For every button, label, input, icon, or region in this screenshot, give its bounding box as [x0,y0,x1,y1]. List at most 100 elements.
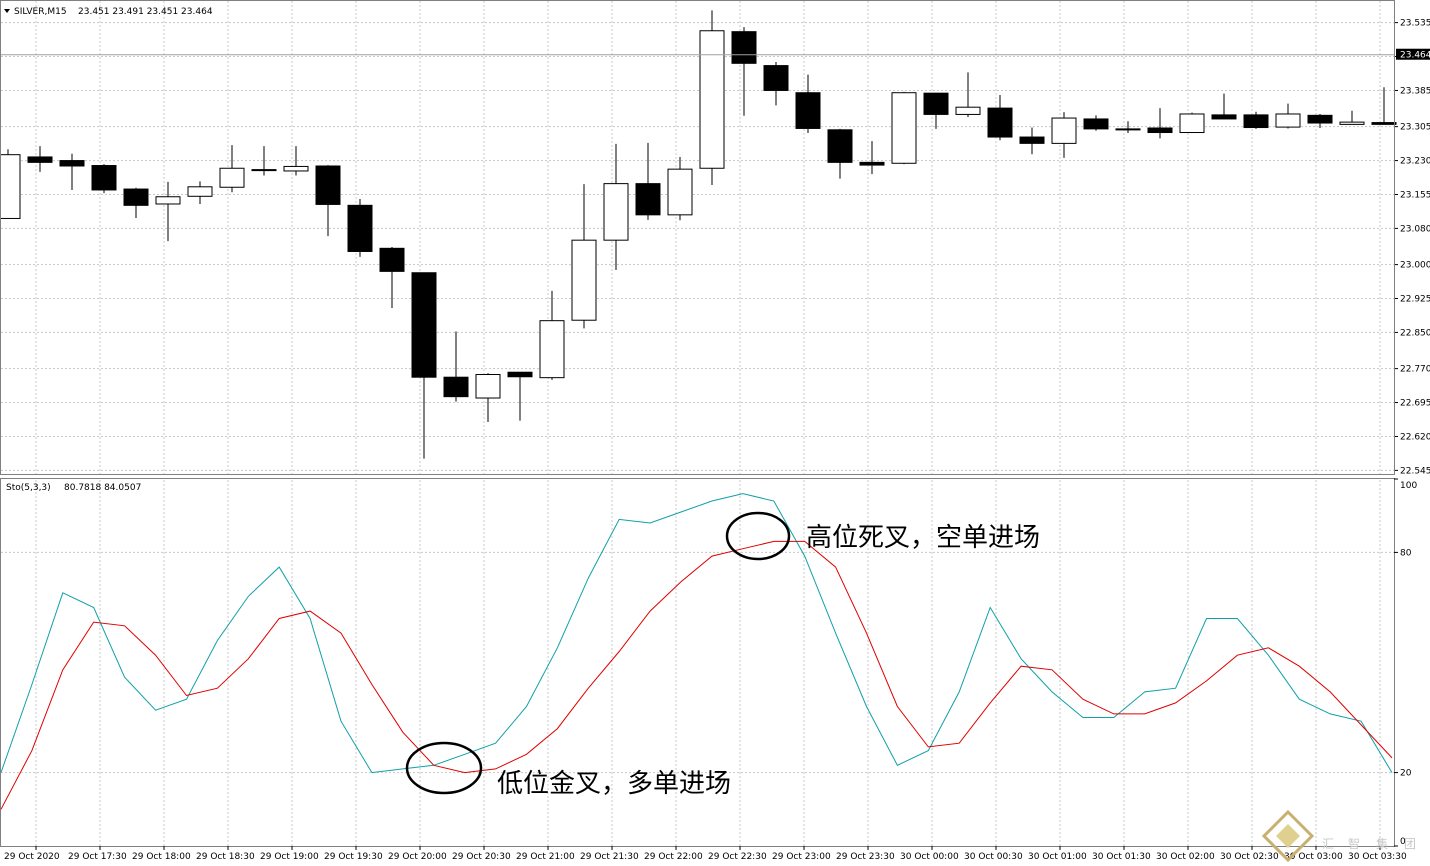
bear-candle [411,272,437,378]
bear-candle [1371,122,1397,125]
bull-candle [539,320,565,379]
bull-candle [283,165,309,172]
bear-candle [1211,114,1237,120]
bear-candle [27,156,53,163]
time-tick-label: 29 Oct 18:00 [132,852,191,862]
time-tick-label: 29 Oct 20:00 [388,852,447,862]
time-tick-label: 29 Oct 19:00 [260,852,319,862]
bear-candle [443,376,469,398]
price-tick-label: 23.155 [1400,190,1430,200]
golden-cross-annotation: 低位金叉，多单进场 [497,769,731,799]
price-tick-label: 23.305 [1400,123,1430,133]
price-tick-label: 23.000 [1400,261,1430,271]
price-grid [1,1,1394,474]
current-price-label: 23.464 [1400,51,1430,61]
bull-candle [0,154,21,219]
price-tick-label: 22.770 [1400,365,1430,375]
bull-candle [571,239,597,321]
bull-candle [603,183,629,241]
bear-candle [379,247,405,272]
bear-candle [1083,118,1109,130]
indicator-label: Sto(5,3,3) [6,483,51,493]
time-tick-label: 30 Oct 03:00 [1284,852,1343,862]
indicator-values-label: 80.7818 84.0507 [64,483,141,493]
time-tick-label: 30 Oct 02:00 [1156,852,1215,862]
bear-candle [1019,136,1045,144]
price-tick-label: 22.925 [1400,295,1430,305]
watermark: 汇 智 集 团 [1261,809,1416,863]
watermark-char-1: 汇 [1322,837,1334,851]
time-tick-label: 29 Oct 23:00 [772,852,831,862]
bear-candle [1243,114,1269,129]
indicator-tick-label: 80 [1400,548,1412,558]
time-axis: 29 Oct 2020 29 Oct 17:30 29 Oct 18:00 29 Oc… [4,846,1407,862]
death-cross-annotation: 高位死叉，空单进场 [806,523,1040,553]
bull-candle [251,169,277,172]
price-tick-label: 22.620 [1400,432,1430,442]
ohlc-label: 23.451 23.491 23.451 23.464 [78,7,213,17]
price-panel-border [0,0,1395,475]
watermark-logo-icon [1261,809,1315,863]
price-tick-label: 23.385 [1400,86,1430,96]
indicator-grid [1,480,1394,846]
time-tick-label: 29 Oct 17:30 [68,852,127,862]
time-tick-label: 30 Oct 00:30 [964,852,1023,862]
bull-candle [1339,121,1365,125]
candles-group [0,10,1397,459]
bear-candle [635,183,661,216]
bull-candle [1179,113,1205,134]
bear-candle [91,165,117,191]
watermark-char-4: 团 [1404,837,1416,851]
watermark-char-3: 集 [1376,836,1388,851]
bear-candle [795,92,821,129]
golden-cross-circle [405,741,483,795]
bear-candle [1115,128,1141,131]
bear-candle [1307,114,1333,124]
bull-candle [955,106,981,115]
bull-candle [475,373,501,399]
death-cross-circle [725,511,791,561]
price-tick-label: 22.850 [1400,328,1430,338]
bear-candle [923,92,949,115]
time-tick-label: 29 Oct 22:00 [644,852,703,862]
price-tick-label: 22.695 [1400,399,1430,409]
current-price-tag [1396,48,1430,60]
price-tick-label: 23.080 [1400,224,1430,234]
time-tick-label: 29 Oct 18:30 [196,852,255,862]
bull-candle [891,92,917,164]
indicator-tick-label: 20 [1400,769,1412,779]
time-tick-label: 29 Oct 21:30 [580,852,639,862]
price-tick-label: 22.545 [1400,466,1430,476]
dropdown-triangle-icon[interactable] [4,9,10,13]
symbol-label: SILVER,M15 [14,7,67,17]
indicator-panel-border [0,478,1395,847]
bear-candle [1147,127,1173,134]
time-tick-label: 29 Oct 20:30 [452,852,511,862]
bull-candle [1275,113,1301,128]
time-tick-label: 30 Oct 01:00 [1028,852,1087,862]
bear-candle [731,31,757,64]
indicator-axis: 100 80 20 0 [1394,478,1417,847]
price-tick-label: 23.535 [1400,19,1430,29]
stochastic-signal-line [0,540,1393,810]
bear-candle [827,129,853,163]
bull-candle [187,186,213,197]
time-tick-label: 29 Oct 21:00 [516,852,575,862]
indicator-tick-label: 0 [1400,837,1406,847]
time-tick-label: 29 Oct 22:30 [708,852,767,862]
stochastic-main-line [0,493,1393,774]
bear-candle [859,161,885,166]
time-tick-label: 29 Oct 23:30 [836,852,895,862]
bear-candle [315,165,341,205]
bull-candle [1051,117,1077,144]
bull-candle [699,30,725,169]
bear-candle [987,107,1013,138]
bear-candle [123,188,149,206]
bear-candle [347,204,373,252]
bull-candle [667,168,693,216]
time-tick-label: 29 Oct 19:30 [324,852,383,862]
time-tick-label: 30 Oct 00:00 [900,852,959,862]
time-tick-label: 30 Oct 01:30 [1092,852,1151,862]
watermark-char-2: 智 [1348,836,1360,851]
